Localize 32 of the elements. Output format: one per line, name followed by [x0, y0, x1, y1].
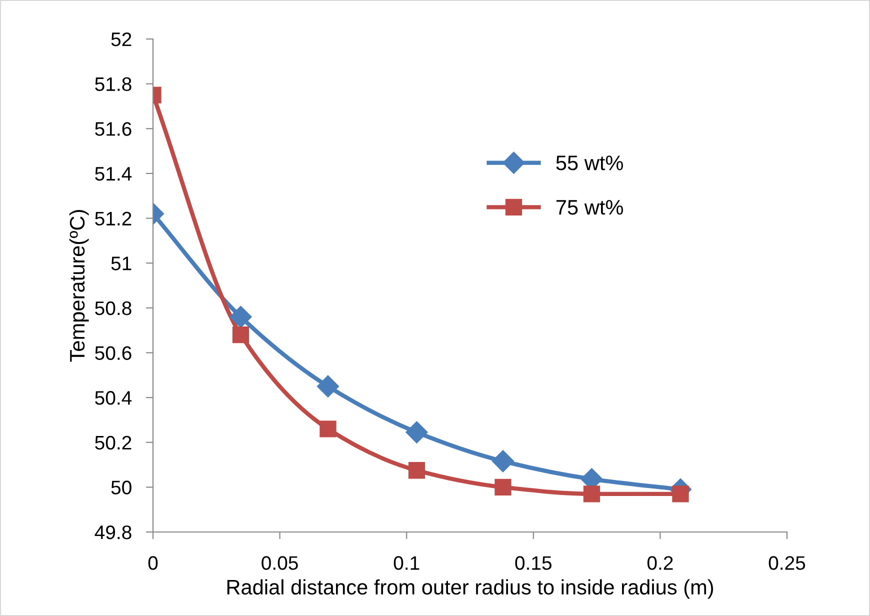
y-tick-label: 51 [111, 256, 132, 270]
y-tick-label: 50.8 [95, 301, 132, 316]
legend-label: 75 wt% [556, 200, 623, 215]
y-tick-label: 49.8 [94, 525, 132, 540]
point [408, 462, 426, 479]
x-axis-title: Radial distance from outer radius to inside radius (m) [227, 579, 714, 599]
point [316, 375, 339, 398]
y-tick-label: 50.6 [95, 346, 132, 360]
x-tick-label: 0 [148, 556, 158, 570]
point [320, 420, 336, 438]
y-tick-label: 50.4 [95, 391, 132, 405]
point [230, 306, 252, 328]
point [232, 326, 250, 344]
x-tick-label: 0.25 [768, 556, 806, 570]
x-tick-label: 0.15 [515, 556, 552, 570]
point [672, 486, 689, 502]
point [492, 450, 514, 472]
y-tick-label: 51.4 [95, 167, 132, 181]
point [583, 486, 600, 502]
x-tick-label: 0.1 [394, 556, 420, 570]
y-tick-label: 51.2 [95, 212, 132, 226]
y-tick-label: 50 [111, 480, 132, 494]
point [406, 421, 428, 444]
x-tick-label: 0.2 [647, 556, 673, 570]
y-tick-label: 51.8 [95, 77, 132, 92]
point [494, 478, 512, 496]
y-tick-label: 52 [111, 32, 132, 46]
x-tick-label: 0.05 [262, 556, 298, 570]
y-axis-title: Temperature(ºC) [69, 210, 89, 362]
y-tick-label: 50.2 [95, 436, 132, 450]
legend-label: 55 wt% [556, 156, 623, 170]
y-tick-label: 51.6 [95, 122, 132, 136]
